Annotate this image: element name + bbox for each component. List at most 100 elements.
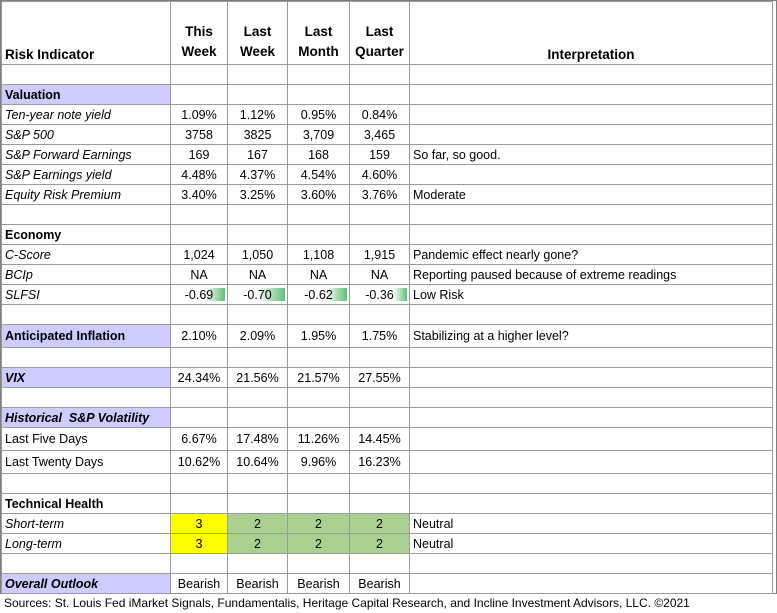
risk-indicator-table: Risk Indicator This Week Last Week Last Mon… (1, 1, 773, 594)
last-week-value: NA (227, 264, 288, 285)
section-title-technical: Technical Health (1, 493, 171, 514)
last-week-value: -0.70 (227, 284, 288, 305)
table-row: SLFSI -0.69 -0.70 -0.62 -0.36 Low Risk (1, 284, 773, 305)
section-row-technical: Technical Health (1, 493, 773, 514)
last-quarter-value: 1,915 (349, 244, 410, 265)
last-month-header: Last Month (287, 1, 350, 65)
data-bar (325, 288, 347, 301)
row-label: S&P Forward Earnings (1, 144, 171, 165)
row-label: Last Twenty Days (1, 450, 171, 474)
this-week-value: 3 (170, 513, 228, 534)
last-month-value: 2 (287, 513, 350, 534)
table-row: Ten-year note yield 1.09% 1.12% 0.95% 0.… (1, 104, 773, 125)
last-month-value: 0.95% (287, 104, 350, 125)
last-week-value: Bearish (227, 573, 288, 594)
row-label: Ten-year note yield (1, 104, 171, 125)
interpretation-cell (409, 104, 773, 125)
section-title-outlook: Overall Outlook (1, 573, 171, 594)
last-quarter-header: Last Quarter (349, 1, 410, 65)
last-month-value: 4.54% (287, 164, 350, 185)
spacer-row (1, 304, 773, 325)
last-quarter-value: 16.23% (349, 450, 410, 474)
this-week-value: 2.10% (170, 324, 228, 348)
this-week-value: 1,024 (170, 244, 228, 265)
table-row: S&P Earnings yield 4.48% 4.37% 4.54% 4.6… (1, 164, 773, 185)
last-quarter-value: Bearish (349, 573, 410, 594)
table-row: S&P 500 3758 3825 3,709 3,465 (1, 124, 773, 145)
interpretation-cell: Reporting paused because of extreme read… (409, 264, 773, 285)
section-row-vix: VIX 24.34% 21.56% 21.57% 27.55% (1, 367, 773, 388)
last-month-value: Bearish (287, 573, 350, 594)
row-label: S&P 500 (1, 124, 171, 145)
section-row-outlook: Overall Outlook Bearish Bearish Bearish … (1, 573, 773, 594)
interpretation-cell: Moderate (409, 184, 773, 205)
table-row: Short-term 3 2 2 2 Neutral (1, 513, 773, 534)
last-month-value: 2 (287, 533, 350, 554)
interpretation-cell (409, 124, 773, 145)
last-week-value: 17.48% (227, 427, 288, 451)
last-month-value: 3,709 (287, 124, 350, 145)
last-month-value: 21.57% (287, 367, 350, 388)
interpretation-cell: Neutral (409, 513, 773, 534)
last-month-value: -0.62 (287, 284, 350, 305)
section-title-valuation: Valuation (1, 84, 171, 105)
this-week-header: This Week (170, 1, 228, 65)
last-quarter-value: 2 (349, 533, 410, 554)
spacer-row (1, 347, 773, 368)
last-quarter-value: NA (349, 264, 410, 285)
last-quarter-value: 3.76% (349, 184, 410, 205)
row-label: Short-term (1, 513, 171, 534)
last-quarter-value: 1.75% (349, 324, 410, 348)
section-row-inflation: Anticipated Inflation 2.10% 2.09% 1.95% … (1, 324, 773, 348)
data-bar (393, 288, 407, 301)
last-week-value: 2 (227, 513, 288, 534)
data-bar (257, 288, 285, 301)
section-row-valuation: Valuation (1, 84, 773, 105)
this-week-value: 4.48% (170, 164, 228, 185)
this-week-value: NA (170, 264, 228, 285)
last-quarter-value: 3,465 (349, 124, 410, 145)
row-label: BCIp (1, 264, 171, 285)
spacer-row (1, 204, 773, 225)
last-quarter-value: 2 (349, 513, 410, 534)
last-quarter-value: 0.84% (349, 104, 410, 125)
row-label: Equity Risk Premium (1, 184, 171, 205)
section-title-inflation: Anticipated Inflation (1, 324, 171, 348)
last-month-value: NA (287, 264, 350, 285)
table-row: Last Twenty Days 10.62% 10.64% 9.96% 16.… (1, 450, 773, 474)
last-week-value: 1,050 (227, 244, 288, 265)
last-month-value: 1.95% (287, 324, 350, 348)
table-row: Last Five Days 6.67% 17.48% 11.26% 14.45… (1, 427, 773, 451)
this-week-value: Bearish (170, 573, 228, 594)
last-week-value: 21.56% (227, 367, 288, 388)
last-week-value: 10.64% (227, 450, 288, 474)
last-week-value: 3825 (227, 124, 288, 145)
this-week-value: 1.09% (170, 104, 228, 125)
table-row: Long-term 3 2 2 2 Neutral (1, 533, 773, 554)
last-quarter-value: 14.45% (349, 427, 410, 451)
table-row: C-Score 1,024 1,050 1,108 1,915 Pandemic… (1, 244, 773, 265)
spacer-row (1, 553, 773, 574)
last-month-value: 9.96% (287, 450, 350, 474)
last-week-value: 3.25% (227, 184, 288, 205)
last-month-value: 168 (287, 144, 350, 165)
last-week-value: 4.37% (227, 164, 288, 185)
last-month-value: 1,108 (287, 244, 350, 265)
spacer-row (1, 473, 773, 494)
row-label: SLFSI (1, 284, 171, 305)
risk-indicator-header: Risk Indicator (1, 1, 171, 65)
row-label: Long-term (1, 533, 171, 554)
spacer-row (1, 387, 773, 408)
section-title-economy: Economy (1, 224, 171, 245)
last-week-value: 2 (227, 533, 288, 554)
section-title-vix: VIX (1, 367, 171, 388)
interpretation-cell: So far, so good. (409, 144, 773, 165)
sources-footer: Sources: St. Louis Fed iMarket Signals, … (4, 596, 690, 610)
row-label: S&P Earnings yield (1, 164, 171, 185)
this-week-value: 3 (170, 533, 228, 554)
table-row: BCIp NA NA NA NA Reporting paused becaus… (1, 264, 773, 285)
interpretation-header: Interpretation (409, 1, 773, 65)
this-week-value: 24.34% (170, 367, 228, 388)
this-week-value: -0.69 (170, 284, 228, 305)
section-title-volatility: Historical S&P Volatility (1, 407, 171, 428)
